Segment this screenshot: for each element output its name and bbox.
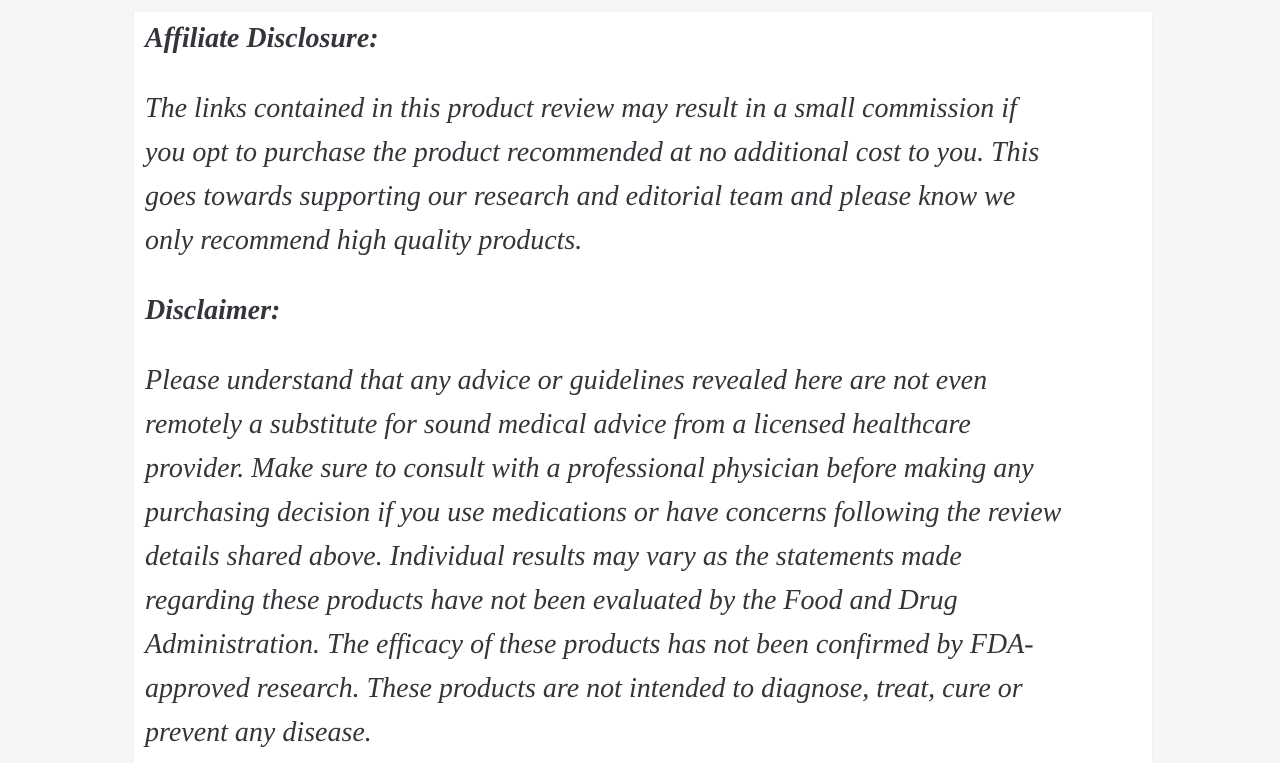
article-card: Affiliate Disclosure: The links containe…: [133, 12, 1153, 763]
text-line: provider. Make sure to consult with a pr…: [145, 453, 1034, 484]
text-line: you opt to purchase the product recommen…: [145, 137, 1040, 168]
disclaimer-paragraph: Please understand that any advice or gui…: [145, 359, 1134, 755]
text-line: only recommend high quality products.: [145, 225, 583, 256]
text-line: regarding these products have not been e…: [145, 585, 958, 616]
text-line: details shared above. Individual results…: [145, 541, 962, 572]
text-line: Please understand that any advice or gui…: [145, 365, 988, 396]
text-line: goes towards supporting our research and…: [145, 181, 1016, 212]
article-content: Affiliate Disclosure: The links containe…: [134, 12, 1152, 755]
text-line: remotely a substitute for sound medical …: [145, 409, 971, 440]
disclaimer-heading: Disclaimer:: [145, 295, 281, 326]
text-line: approved research. These products are no…: [145, 673, 1023, 704]
affiliate-disclosure-paragraph: The links contained in this product revi…: [145, 87, 1134, 263]
text-line: Administration. The efficacy of these pr…: [145, 629, 1034, 660]
text-line: purchasing decision if you use medicatio…: [145, 497, 1062, 528]
affiliate-disclosure-heading: Affiliate Disclosure:: [145, 23, 379, 54]
text-line: prevent any disease.: [145, 717, 372, 748]
text-line: The links contained in this product revi…: [145, 93, 1017, 124]
